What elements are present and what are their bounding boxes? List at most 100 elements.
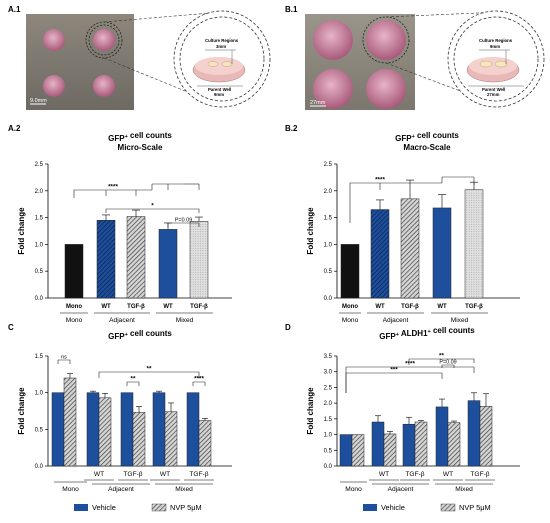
significance-bracket [73,189,152,198]
significance-bracket [192,381,206,386]
panel-label: D [285,323,291,332]
x-category-label: WT [437,304,447,310]
y-tick-label: 2.5 [324,385,333,391]
bar-nvp [63,377,77,467]
bar [340,244,360,299]
y-tick-label: 2.5 [324,162,333,168]
macro-well [313,69,353,109]
x-category-label: TGF-β [189,471,208,478]
bar-vehicle [120,392,134,467]
y-tick-label: 1.5 [35,354,44,360]
micro-well [43,75,65,97]
x-group-label: Mono [345,486,362,493]
well-schematic-a1: Culture Regions 3mm Parent Well 9mm [173,10,271,108]
y-tick-label: 0.0 [35,464,44,470]
y-tick-label: 2.0 [324,401,333,407]
bar-nvp [447,422,461,467]
x-category-label: TGF-β [401,304,419,310]
x-category-label: Mono [66,304,82,310]
y-tick-label: 1.5 [324,216,333,222]
chart-title: GFP+ cell counts [395,131,459,143]
significance-label: *** [390,367,398,374]
significance-bracket [408,358,475,365]
bar [370,209,390,299]
x-group-label: Mixed [176,317,194,324]
significance-label: * [151,203,154,210]
y-tick-label: 1.0 [324,242,333,248]
panel-label-b1: B.1 [285,5,298,14]
panel-label-a1: A.1 [8,5,21,14]
x-category-label: TGF-β [190,304,208,310]
y-tick-label: 1.0 [35,242,44,248]
bar-nvp [98,397,112,467]
bar-vehicle [371,421,385,467]
y-axis-title: Fold change [306,387,315,435]
significance-bracket [345,372,443,393]
significance-label: ** [439,353,444,360]
legend-label-nvp: NVP 5μM [459,503,491,512]
parent-well-size: 27mm [487,92,500,97]
bar-nvp [351,434,365,467]
significance-label: **** [194,376,204,383]
scale-bar-label: 9.0mm [30,98,47,104]
photo-b1: 27mm [305,14,415,110]
y-tick-label: 0.5 [324,269,333,275]
parent-well-size: 9mm [214,92,224,97]
significance-label: **** [375,177,385,184]
significance-bracket [167,222,200,227]
bar [64,244,84,299]
panel-label: A.2 [8,124,21,133]
culture-regions-size: 3mm [216,44,226,49]
bar-nvp [164,411,178,467]
significance-label: **** [405,361,415,368]
macro-well [313,20,353,60]
significance-label: ** [131,376,136,383]
panel-label: C [8,323,14,332]
macro-well [366,20,406,60]
legend-label-vehicle: Vehicle [381,503,405,512]
chart-d: D GFP+ ALDH1+ cell counts 0.0 0.5 1.0 1.5 2.0 2… [285,323,520,512]
legend-label-nvp: NVP 5μM [170,503,202,512]
y-tick-label: 0.0 [324,464,333,470]
bar-vehicle [51,392,65,467]
bar [432,207,452,299]
bar-nvp [132,412,146,467]
x-group-label: Adjacent [108,486,134,493]
y-tick-label: 2.5 [35,162,44,168]
y-axis-title: Fold change [17,387,26,435]
legend-swatch-nvp [151,503,167,512]
bar [96,220,116,299]
macro-well [366,69,406,109]
y-axis-title: Fold change [306,207,315,255]
bar-nvp [198,420,212,467]
y-tick-label: 1.5 [35,216,44,222]
bar [400,198,420,299]
micro-well [93,75,115,97]
significance-bracket [105,208,200,213]
bar-vehicle [86,392,100,467]
legend-swatch-nvp [440,503,456,512]
micro-well [93,29,115,51]
y-tick-label: 0.0 [324,296,333,302]
parent-well-label: Parent Well [482,87,505,92]
well-schematic-b1: Culture Regions 9mm Parent Well 27mm [447,10,545,108]
x-category-label: WT [163,304,173,310]
x-group-label: Mixed [175,486,193,493]
x-category-label: WT [101,304,111,310]
y-tick-label: 0.5 [324,448,333,454]
culture-regions-label: Culture Regions [479,38,513,43]
bar [126,216,146,299]
y-tick-label: 3.0 [324,370,333,376]
legend-swatch-vehicle [74,504,88,511]
x-category-label: Mono [342,304,358,310]
bar-nvp [479,406,493,467]
bar-nvp [383,433,397,467]
y-tick-label: 3.5 [324,354,333,360]
x-group-label: Mono [342,317,359,324]
x-group-label: Adjacent [388,486,414,493]
bar-vehicle [339,434,353,467]
legend-swatch-vehicle [363,504,377,511]
x-category-label: TGF-β [465,304,483,310]
chart-c: C GFP+ cell counts 0.0 0.5 1.0 1.5 Fold change… [8,323,232,512]
